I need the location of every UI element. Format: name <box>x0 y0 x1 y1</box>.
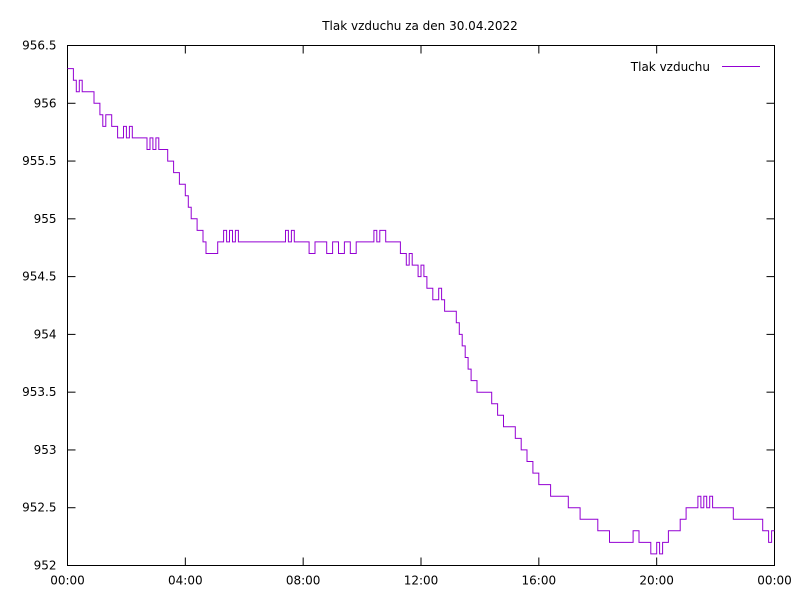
y-axis-ticks: 952 952.5 953 953.5 954 954.5 955 955.5 956 956.5 <box>22 39 775 573</box>
y-tick-label: 955.5 <box>22 154 56 168</box>
plot-frame <box>67 45 775 566</box>
series-layer <box>67 68 775 555</box>
series-line-tlak-vzduchu <box>67 68 775 555</box>
chart-title: Tlak vzduchu za den 30.04.2022 <box>321 19 518 33</box>
x-axis-ticks: 00:00 04:00 08:00 12:00 16:00 20:00 00:00 <box>50 45 792 588</box>
x-tick-label: 00:00 <box>757 574 792 588</box>
legend-label: Tlak vzduchu <box>630 60 710 74</box>
y-tick-label: 953 <box>34 443 57 457</box>
x-tick-label: 00:00 <box>50 574 85 588</box>
y-tick-label: 952 <box>34 559 57 573</box>
legend: Tlak vzduchu <box>630 60 760 74</box>
x-tick-label: 12:00 <box>404 574 439 588</box>
x-tick-label: 16:00 <box>522 574 557 588</box>
x-tick-label: 04:00 <box>168 574 203 588</box>
y-tick-label: 952.5 <box>22 501 56 515</box>
y-tick-label: 953.5 <box>22 385 56 399</box>
y-tick-label: 955 <box>34 212 57 226</box>
y-tick-label: 956.5 <box>22 39 56 53</box>
x-tick-label: 20:00 <box>639 574 674 588</box>
x-tick-label: 08:00 <box>286 574 321 588</box>
y-tick-label: 954 <box>34 327 57 341</box>
y-tick-label: 954.5 <box>22 270 56 284</box>
y-tick-label: 956 <box>34 96 57 110</box>
